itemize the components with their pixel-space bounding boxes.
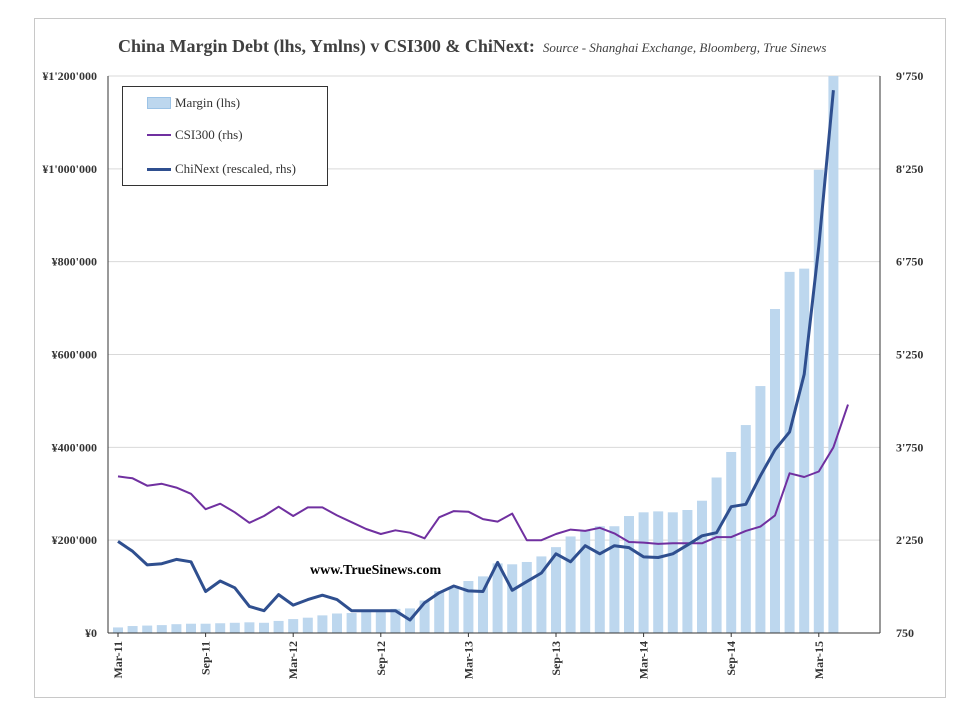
right-axis-ticks: 750 2'250 3'750 5'250 6'750 8'250 9'750	[896, 69, 923, 640]
margin-bar	[171, 624, 182, 633]
margin-bar	[288, 619, 299, 633]
legend-swatch-chinext	[147, 167, 171, 171]
axes	[107, 76, 881, 634]
left-tick-label: ¥800'000	[52, 255, 97, 269]
x-tick-label: Sep-12	[374, 641, 388, 676]
margin-bar	[770, 309, 780, 633]
margin-bar	[653, 511, 664, 633]
margin-bar	[186, 623, 196, 633]
margin-bar	[390, 608, 401, 633]
right-tick-label: 8'250	[896, 162, 923, 176]
chart-title-block: China Margin Debt (lhs, Ymlns) v CSI300 …	[118, 36, 918, 57]
left-tick-label: ¥1'200'000	[42, 69, 97, 83]
margin-bar	[624, 516, 634, 633]
right-tick-label: 3'750	[896, 440, 923, 454]
margin-bar	[113, 627, 123, 633]
left-tick-label: ¥0	[85, 626, 97, 640]
series-lines	[117, 90, 849, 622]
margin-bar	[215, 623, 226, 633]
x-tick-label: Mar-15	[812, 641, 826, 679]
margin-bar	[492, 563, 503, 633]
margin-bar	[448, 587, 459, 633]
margin-bar	[784, 271, 795, 633]
margin-bar	[755, 386, 766, 633]
margin-bar	[419, 600, 430, 633]
margin-bar	[667, 512, 678, 633]
legend-label-chinext: ChiNext (rescaled, rhs)	[175, 161, 296, 176]
watermark: www.TrueSinews.com	[310, 563, 442, 578]
margin-bar	[346, 613, 357, 633]
x-tick-label: Sep-14	[724, 641, 738, 676]
left-tick-label: ¥200'000	[52, 533, 97, 547]
margin-bar	[638, 512, 649, 633]
left-tick-label: ¥600'000	[52, 348, 97, 362]
x-tick-label: Mar-13	[461, 641, 475, 679]
margin-bar	[156, 625, 167, 633]
margin-bar	[711, 477, 722, 633]
margin-bar	[813, 169, 824, 634]
margin-bar	[726, 451, 737, 633]
right-tick-label: 6'750	[896, 255, 923, 269]
margin-bar	[244, 622, 255, 633]
margin-bar	[273, 620, 284, 633]
legend-label-margin: Margin (lhs)	[175, 95, 241, 110]
left-axis-ticks: ¥0 ¥200'000 ¥400'000 ¥600'000 ¥800'000 ¥1'000…	[42, 69, 97, 640]
margin-bar	[828, 76, 839, 633]
chart-frame	[34, 18, 946, 698]
margin-bar	[375, 610, 386, 633]
margin-bar	[565, 536, 576, 633]
chart-title: China Margin Debt (lhs, Ymlns) v CSI300 …	[118, 36, 535, 56]
right-tick-label: 750	[896, 626, 914, 640]
margin-bar	[594, 526, 605, 633]
margin-bar	[317, 615, 328, 633]
margin-bar	[127, 626, 138, 633]
right-tick-label: 2'250	[896, 533, 923, 547]
right-tick-label: 9'750	[896, 69, 923, 83]
margin-bar	[697, 500, 707, 633]
margin-bar	[551, 547, 561, 633]
margin-bars	[113, 76, 839, 634]
left-tick-label: ¥400'000	[52, 440, 97, 454]
margin-bar	[740, 425, 751, 633]
legend-item-margin: Margin (lhs)	[147, 93, 240, 113]
x-tick-label: Sep-11	[199, 641, 213, 675]
margin-bar	[200, 623, 211, 633]
right-tick-label: 5'250	[896, 348, 923, 362]
legend: Margin (lhs) CSI300 (rhs) ChiNext (resca…	[122, 86, 328, 186]
chart-subtitle: Source - Shanghai Exchange, Bloomberg, T…	[542, 40, 827, 55]
margin-bar	[229, 622, 240, 633]
margin-bar	[507, 564, 518, 633]
margin-bar	[521, 561, 532, 633]
margin-bar	[259, 622, 269, 633]
left-tick-label: ¥1'000'000	[42, 162, 97, 176]
x-tick-label: Mar-11	[111, 641, 125, 679]
margin-bar	[478, 576, 488, 633]
legend-item-csi300: CSI300 (rhs)	[147, 125, 243, 145]
legend-swatch-csi300	[147, 134, 171, 136]
margin-bar	[682, 509, 693, 633]
legend-label-csi300: CSI300 (rhs)	[175, 127, 243, 142]
margin-bar	[332, 613, 342, 633]
margin-bar	[536, 556, 547, 633]
margin-bar	[361, 611, 372, 633]
margin-bar	[580, 529, 591, 633]
margin-bar	[434, 591, 445, 633]
x-tick-label: Sep-13	[549, 641, 563, 676]
margin-bar	[142, 625, 153, 633]
csi300-line	[117, 404, 849, 545]
margin-bar	[609, 526, 620, 633]
x-axis-ticks: Mar-11 Sep-11 Mar-12 Sep-12 Mar-13 Sep-13 Mar-…	[111, 633, 826, 679]
legend-swatch-margin	[147, 97, 171, 109]
chinext-line	[117, 90, 835, 622]
margin-bar	[463, 581, 474, 633]
legend-item-chinext: ChiNext (rescaled, rhs)	[147, 159, 296, 179]
x-tick-label: Mar-12	[286, 641, 300, 679]
margin-bar	[302, 617, 313, 633]
x-tick-label: Mar-14	[637, 641, 651, 679]
margin-bar	[799, 268, 810, 633]
